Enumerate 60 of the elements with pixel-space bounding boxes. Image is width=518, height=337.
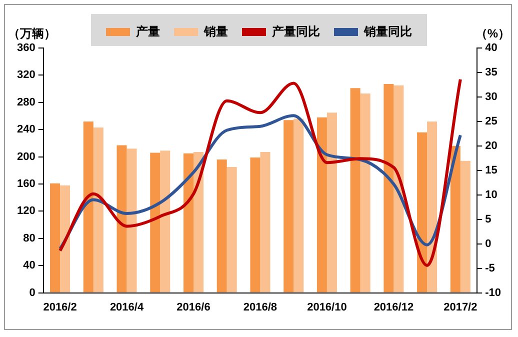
bar bbox=[116, 145, 127, 292]
bar bbox=[284, 120, 294, 292]
bar bbox=[250, 157, 260, 292]
bar bbox=[326, 112, 337, 292]
bar bbox=[360, 94, 370, 292]
y-tick-label: 240 bbox=[16, 124, 36, 136]
y2-tick-label: 30 bbox=[485, 90, 498, 103]
bar bbox=[427, 121, 438, 292]
bar bbox=[384, 84, 394, 292]
y2-tick-label: 15 bbox=[485, 164, 498, 176]
bar bbox=[294, 118, 304, 292]
x-tick-label: 2016/2 bbox=[43, 301, 77, 314]
y-tick-label: 200 bbox=[16, 150, 36, 163]
y-axis-title: （万辆） bbox=[8, 26, 56, 40]
x-tick-label: 2016/8 bbox=[243, 301, 278, 314]
x-tick-label: 2016/10 bbox=[307, 301, 347, 314]
bar bbox=[50, 183, 60, 292]
y2-tick-label: -5 bbox=[485, 262, 495, 274]
y-tick-label: 320 bbox=[16, 69, 36, 82]
x-tick-label: 2016/6 bbox=[176, 301, 210, 314]
bar bbox=[350, 88, 360, 292]
bar bbox=[93, 128, 104, 292]
bar bbox=[83, 121, 94, 292]
y-tick-label: 360 bbox=[16, 42, 36, 54]
y2-tick-label: 5 bbox=[485, 213, 492, 226]
bar bbox=[226, 167, 237, 292]
x-tick-label: 2016/4 bbox=[110, 301, 144, 314]
y-tick-label: 80 bbox=[23, 232, 36, 244]
x-tick-label: 2017/2 bbox=[444, 301, 478, 314]
bar bbox=[460, 160, 470, 292]
y2-tick-label: 0 bbox=[485, 238, 492, 250]
y2-tick-label: 40 bbox=[485, 42, 498, 54]
y2-axis-title: （%） bbox=[475, 26, 510, 40]
y2-tick-label: -10 bbox=[485, 286, 502, 299]
x-tick-label: 2016/12 bbox=[374, 301, 414, 314]
bar bbox=[450, 146, 460, 292]
y-tick-label: 160 bbox=[16, 178, 36, 190]
bar bbox=[183, 153, 194, 292]
y-tick-label: 40 bbox=[23, 260, 36, 272]
y2-tick-label: 35 bbox=[485, 66, 498, 79]
line-series bbox=[58, 78, 462, 267]
y2-tick-label: 20 bbox=[485, 140, 498, 152]
legend-label: 产量同比 bbox=[271, 24, 320, 38]
legend-label: 产量 bbox=[135, 24, 160, 38]
legend-label: 销量同比 bbox=[363, 24, 412, 38]
y2-tick-label: 10 bbox=[485, 188, 498, 201]
bar bbox=[216, 160, 227, 292]
bar bbox=[60, 185, 70, 292]
bar bbox=[126, 148, 137, 292]
y-tick-label: 120 bbox=[16, 205, 36, 218]
bar bbox=[417, 132, 428, 292]
y-tick-label: 280 bbox=[16, 96, 36, 108]
bar bbox=[150, 152, 160, 292]
y2-tick-label: 25 bbox=[485, 115, 498, 128]
bar bbox=[316, 117, 327, 292]
bar bbox=[394, 85, 404, 292]
legend-label: 销量 bbox=[203, 24, 228, 38]
bar bbox=[160, 150, 170, 292]
bar bbox=[260, 152, 270, 292]
y-tick-label: 0 bbox=[29, 286, 36, 299]
